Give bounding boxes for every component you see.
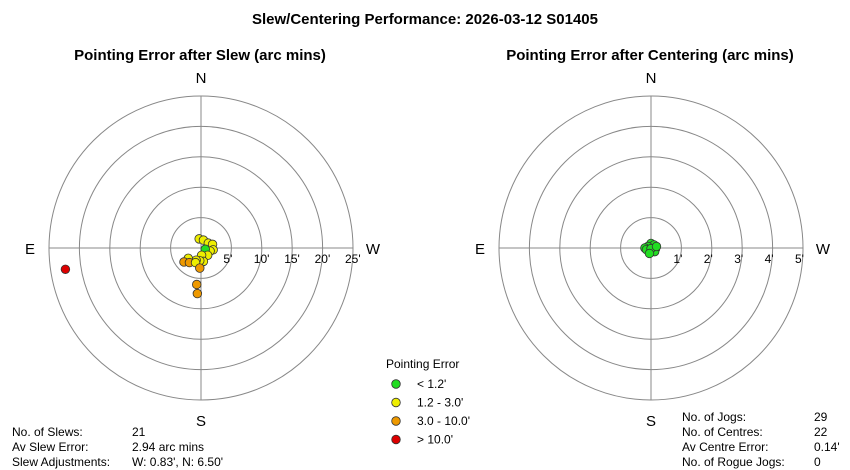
slew-west-label: W (366, 241, 381, 258)
centering-plot-title: Pointing Error after Centering (arc mins… (506, 47, 794, 64)
centering-ring-label: 1' (673, 252, 682, 266)
centering-north-label: N (646, 70, 657, 87)
slew-north-label: N (196, 70, 207, 87)
legend-marker (391, 397, 401, 408)
legend-marker (391, 416, 401, 426)
slew-point (60, 264, 71, 274)
centering-points (640, 238, 662, 259)
slew-stats: No. of Slews: 21 Av Slew Error: 2.94 arc mi… (12, 425, 223, 469)
centering-point (644, 248, 655, 259)
slew-ring-label: 10' (254, 252, 270, 266)
slew-point (192, 288, 203, 299)
legend: Pointing Error < 1.2' 1.2 - 3.0' 3.0 - 10.… (386, 357, 470, 447)
slew-error-plot: Pointing Error after Slew (arc mins) N S… (25, 47, 381, 430)
slew-ring-label: 25' (345, 252, 361, 266)
slew-point (195, 263, 205, 273)
slew-point (192, 279, 202, 290)
centering-stat-label: Av Centre Error: (682, 440, 768, 454)
legend-marker (391, 434, 401, 445)
centering-west-label: W (816, 241, 831, 258)
slew-ring-label: 15' (284, 252, 300, 266)
centering-stat-value: 29 (814, 410, 828, 424)
centering-east-label: E (475, 241, 485, 258)
figure-title: Slew/Centering Performance: 2026-03-12 S… (252, 11, 598, 28)
centering-stat-value: 0.14' (814, 440, 840, 454)
legend-label: 3.0 - 10.0' (417, 414, 470, 428)
slew-south-label: S (196, 413, 206, 430)
slew-ring-label: 5' (223, 252, 232, 266)
slew-stat-label: Slew Adjustments: (12, 455, 110, 469)
centering-error-plot: Pointing Error after Centering (arc mins… (475, 47, 831, 430)
slew-stat-label: No. of Slews: (12, 425, 83, 439)
centering-stat-value: 0 (814, 455, 821, 469)
legend-label: > 10.0' (417, 433, 453, 447)
slew-plot-title: Pointing Error after Slew (arc mins) (74, 47, 326, 64)
legend-items: < 1.2' 1.2 - 3.0' 3.0 - 10.0' > 10.0' (391, 377, 470, 447)
centering-stat-label: No. of Jogs: (682, 410, 746, 424)
centering-ring-label: 5' (795, 252, 804, 266)
legend-label: 1.2 - 3.0' (417, 396, 463, 410)
legend-marker (391, 379, 401, 389)
centering-south-label: S (646, 413, 656, 430)
slew-points (60, 234, 218, 299)
centering-stat-value: 22 (814, 425, 828, 439)
centering-point (651, 241, 662, 252)
slew-stat-label: Av Slew Error: (12, 440, 88, 454)
centering-stats: No. of Jogs: 29 No. of Centres: 22 Av Centre… (682, 410, 840, 469)
slew-ring-labels: 5' 10' 15' 20' 25' (223, 252, 360, 266)
slew-stat-value: 21 (132, 425, 146, 439)
legend-title: Pointing Error (386, 357, 459, 371)
centering-ring-labels: 1' 2' 3' 4' 5' (673, 252, 804, 266)
legend-label: < 1.2' (417, 377, 446, 391)
slew-stat-value: W: 0.83', N: 6.50' (132, 455, 223, 469)
centering-stat-label: No. of Rogue Jogs: (682, 455, 785, 469)
centering-ring-label: 3' (734, 252, 743, 266)
centering-ring-label: 4' (765, 252, 774, 266)
slew-stat-value: 2.94 arc mins (132, 440, 204, 454)
centering-ring-label: 2' (704, 252, 713, 266)
slew-ring-label: 20' (315, 252, 331, 266)
slew-east-label: E (25, 241, 35, 258)
centering-stat-label: No. of Centres: (682, 425, 763, 439)
